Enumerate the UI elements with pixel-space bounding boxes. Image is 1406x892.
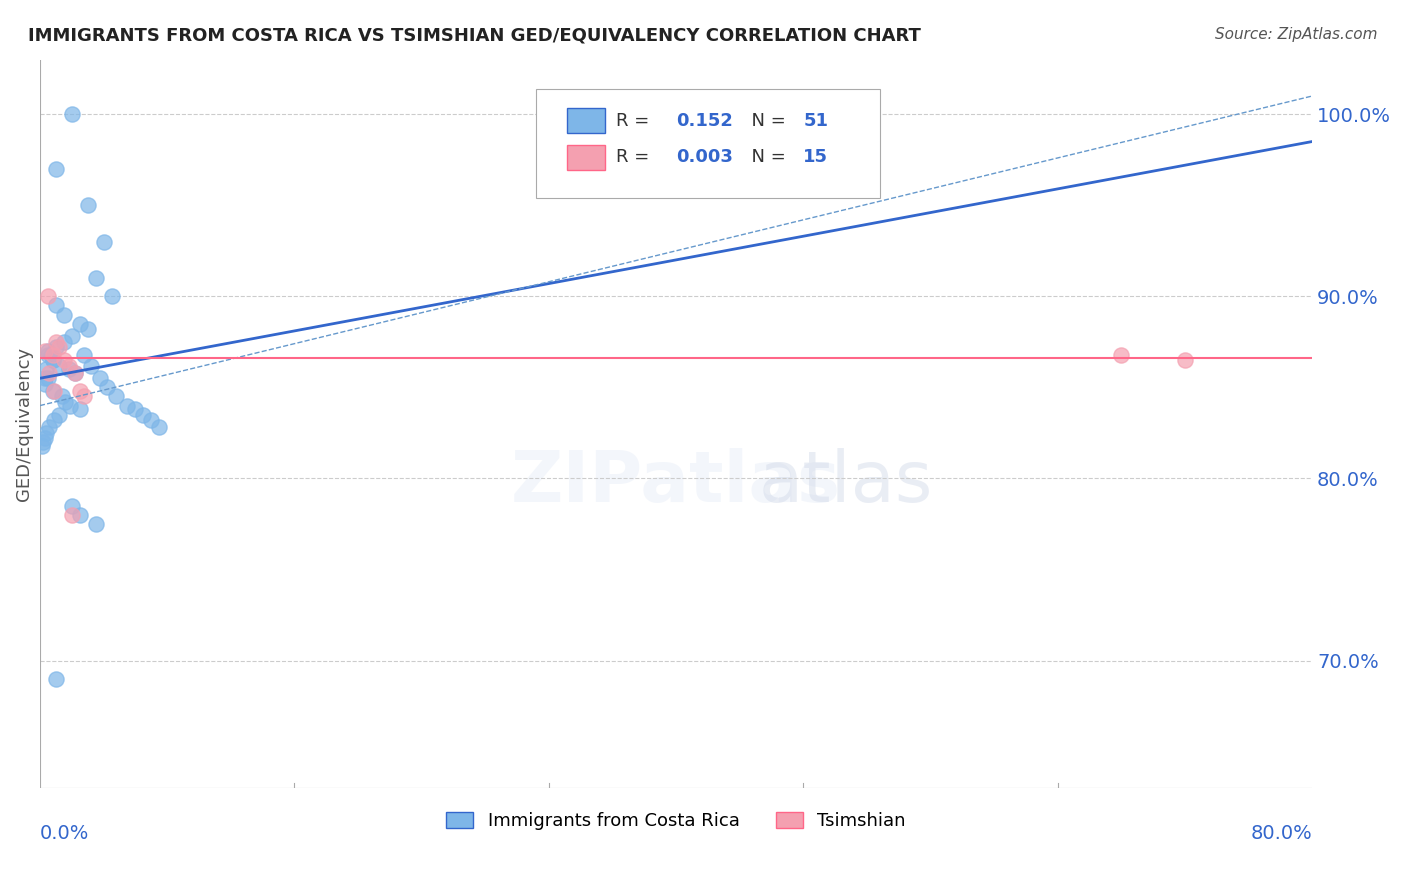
Point bbox=[59, 399, 82, 413]
FancyBboxPatch shape bbox=[536, 88, 880, 198]
Point bbox=[38, 366, 60, 380]
Point bbox=[45, 672, 67, 686]
Point bbox=[1111, 348, 1133, 362]
Point bbox=[52, 353, 75, 368]
Point bbox=[60, 508, 83, 522]
Point bbox=[52, 308, 75, 322]
Point bbox=[48, 408, 70, 422]
Text: R =: R = bbox=[616, 112, 661, 129]
Point bbox=[32, 435, 55, 450]
FancyBboxPatch shape bbox=[567, 145, 605, 169]
Point bbox=[45, 334, 67, 349]
Point bbox=[69, 384, 91, 398]
Point bbox=[58, 359, 80, 373]
Point bbox=[93, 235, 115, 249]
FancyBboxPatch shape bbox=[567, 109, 605, 133]
Text: 0.0%: 0.0% bbox=[39, 824, 90, 844]
Point bbox=[1174, 353, 1197, 368]
Point bbox=[35, 362, 58, 376]
Point bbox=[124, 402, 146, 417]
Legend: Immigrants from Costa Rica, Tsimshian: Immigrants from Costa Rica, Tsimshian bbox=[439, 805, 912, 838]
Point bbox=[100, 289, 122, 303]
Point bbox=[69, 402, 91, 417]
Text: 15: 15 bbox=[803, 148, 828, 166]
Point bbox=[48, 359, 70, 373]
Point bbox=[44, 384, 66, 398]
Point bbox=[45, 161, 67, 176]
Point bbox=[45, 340, 67, 354]
Point bbox=[76, 198, 98, 212]
Point bbox=[41, 348, 63, 362]
Point bbox=[69, 508, 91, 522]
Point bbox=[34, 431, 56, 445]
Point bbox=[48, 340, 70, 354]
Point bbox=[35, 425, 58, 440]
Text: atlas: atlas bbox=[759, 448, 934, 516]
Text: N =: N = bbox=[740, 148, 792, 166]
Point bbox=[63, 366, 86, 380]
Point bbox=[55, 395, 77, 409]
Point bbox=[63, 366, 86, 380]
Point bbox=[45, 298, 67, 312]
Text: 51: 51 bbox=[803, 112, 828, 129]
Point bbox=[58, 362, 80, 376]
Point bbox=[117, 399, 139, 413]
Point bbox=[84, 516, 107, 531]
Point bbox=[37, 348, 59, 362]
Point bbox=[69, 317, 91, 331]
Point bbox=[96, 380, 118, 394]
Point bbox=[38, 420, 60, 434]
Point bbox=[34, 343, 56, 358]
Point bbox=[73, 348, 96, 362]
Point bbox=[60, 107, 83, 121]
Point bbox=[37, 289, 59, 303]
Point bbox=[60, 499, 83, 513]
Point bbox=[84, 271, 107, 285]
Point bbox=[34, 371, 56, 385]
Text: ZIPatlas: ZIPatlas bbox=[510, 448, 841, 516]
Text: 0.003: 0.003 bbox=[676, 148, 733, 166]
Point bbox=[37, 371, 59, 385]
Text: Source: ZipAtlas.com: Source: ZipAtlas.com bbox=[1215, 27, 1378, 42]
Point bbox=[105, 389, 128, 403]
Text: IMMIGRANTS FROM COSTA RICA VS TSIMSHIAN GED/EQUIVALENCY CORRELATION CHART: IMMIGRANTS FROM COSTA RICA VS TSIMSHIAN … bbox=[28, 27, 921, 45]
Point bbox=[141, 413, 163, 427]
Point bbox=[80, 359, 103, 373]
Point bbox=[37, 343, 59, 358]
Text: 0.152: 0.152 bbox=[676, 112, 733, 129]
Point bbox=[44, 413, 66, 427]
Text: 80.0%: 80.0% bbox=[1250, 824, 1312, 844]
Point bbox=[51, 389, 73, 403]
Point bbox=[148, 420, 170, 434]
Point bbox=[39, 348, 62, 362]
Point bbox=[76, 322, 98, 336]
Text: R =: R = bbox=[616, 148, 655, 166]
Point bbox=[52, 334, 75, 349]
Text: N =: N = bbox=[740, 112, 792, 129]
Y-axis label: GED/Equivalency: GED/Equivalency bbox=[15, 347, 32, 500]
Point bbox=[132, 408, 155, 422]
Point bbox=[89, 371, 111, 385]
Point bbox=[73, 389, 96, 403]
Point bbox=[41, 384, 63, 398]
Point bbox=[31, 439, 53, 453]
Point bbox=[34, 376, 56, 391]
Point bbox=[41, 353, 63, 368]
Point bbox=[60, 329, 83, 343]
Point bbox=[41, 353, 63, 368]
